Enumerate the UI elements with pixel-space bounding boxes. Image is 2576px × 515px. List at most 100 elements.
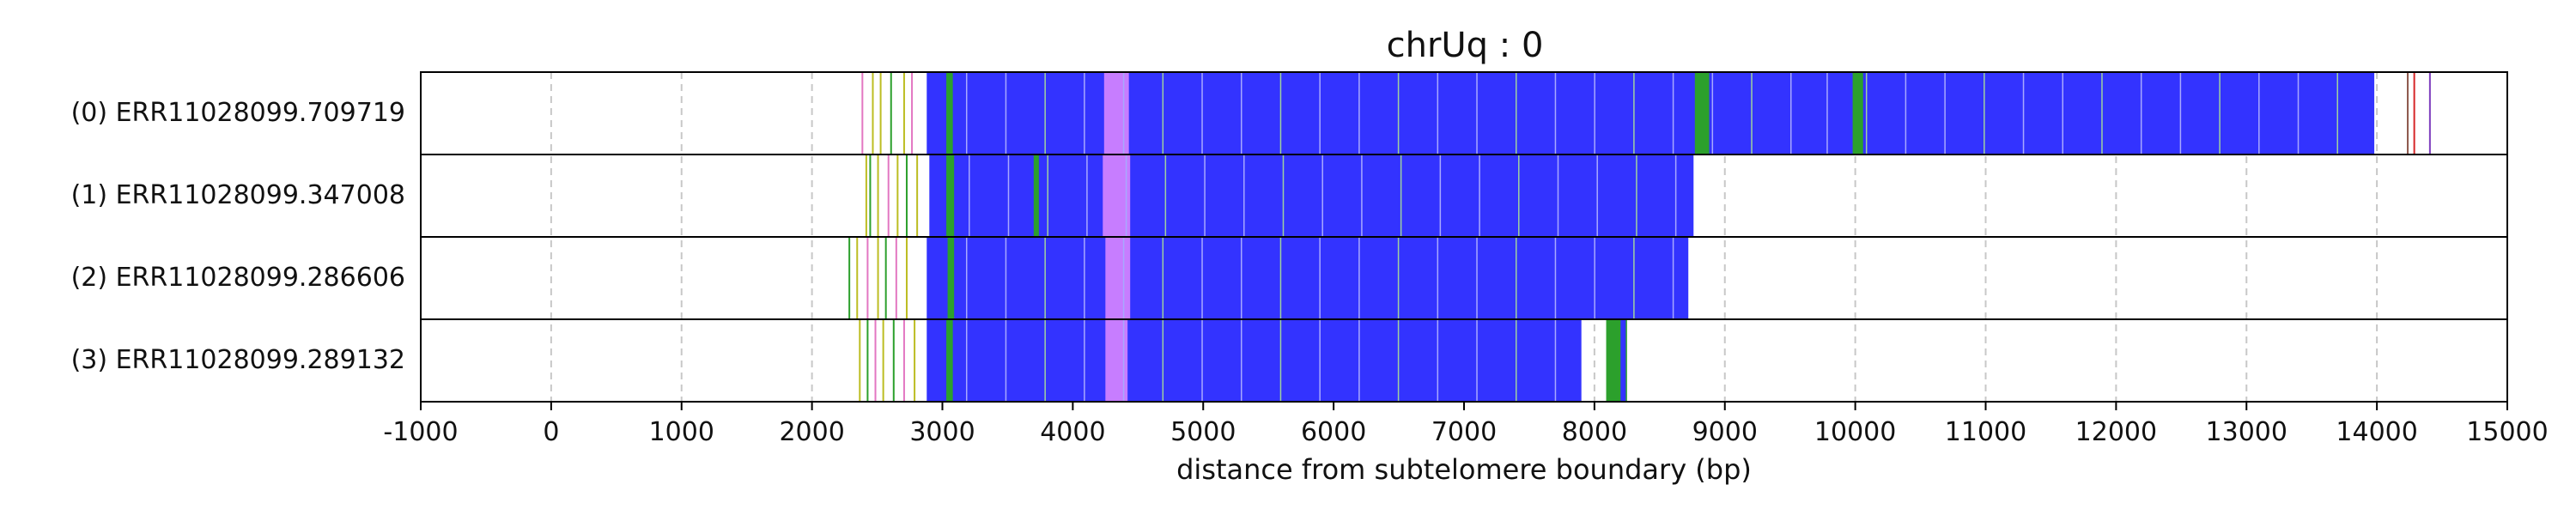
read-stripe [2297, 72, 2300, 154]
read-mark [877, 154, 879, 237]
read-stripe [1162, 237, 1164, 319]
read-stripe [1397, 319, 1400, 402]
x-tick-label: 13000 [2205, 417, 2287, 447]
y-tick-label: (3) ERR11028099.289132 [70, 345, 405, 375]
read-segment [1105, 237, 1131, 319]
read-mark [882, 319, 884, 402]
x-tick-label: 7000 [1431, 417, 1498, 447]
read-stripe [1162, 319, 1164, 402]
read-segment [1033, 154, 1039, 237]
read-stripe [1789, 72, 1792, 154]
x-tick-label: 4000 [1040, 417, 1106, 447]
read-stripe [1084, 319, 1085, 402]
read-stripe [2336, 72, 2338, 154]
read-mark [2413, 72, 2415, 154]
read-mark [896, 154, 899, 237]
read-stripe [1594, 72, 1595, 154]
read-stripe [1164, 154, 1167, 237]
read-stripe [1201, 237, 1203, 319]
read-stripe [1005, 237, 1007, 319]
read-segment [1852, 72, 1863, 154]
read-stripe [1319, 237, 1321, 319]
read-stripe [1596, 154, 1598, 237]
read-mark [916, 154, 919, 237]
read-segment [946, 72, 953, 154]
read-stripe [1240, 72, 1242, 154]
read-mark [895, 237, 897, 319]
read-segment [946, 154, 955, 237]
read-stripe [1984, 72, 1985, 154]
read-segment [927, 237, 1689, 319]
read-segment [1620, 319, 1626, 402]
read-mark [859, 319, 861, 402]
read-mark [905, 154, 908, 237]
read-segment [927, 319, 1582, 402]
x-tick-label: 9000 [1692, 417, 1758, 447]
read-stripe [1865, 72, 1868, 154]
read-stripe [1279, 319, 1282, 402]
read-stripe [1636, 154, 1637, 237]
read-stripe [969, 154, 970, 237]
read-stripe [1826, 72, 1828, 154]
x-tick-label: 8000 [1561, 417, 1628, 447]
read-stripe [1944, 72, 1946, 154]
read-stripe [2062, 72, 2063, 154]
read-stripe [1319, 319, 1321, 402]
read-stripe [1240, 319, 1242, 402]
read-stripe [1007, 154, 1010, 237]
read-stripe [1005, 319, 1007, 402]
x-tick-label: -1000 [383, 417, 459, 447]
read-stripe [1476, 319, 1478, 402]
read-stripe [1554, 237, 1557, 319]
read-stripe [1044, 237, 1046, 319]
read-stripe [1201, 319, 1203, 402]
read-mark [861, 72, 864, 154]
read-segment [946, 319, 953, 402]
x-tick-label: 11000 [1944, 417, 2027, 447]
read-stripe [1201, 72, 1203, 154]
read-stripe [1240, 237, 1242, 319]
read-mark [848, 237, 851, 319]
read-mark [902, 319, 905, 402]
read-stripe [1397, 237, 1400, 319]
x-tick-label: 1000 [648, 417, 714, 447]
read-stripe [1437, 72, 1439, 154]
read-stripe [2258, 72, 2260, 154]
read-stripe [2101, 72, 2103, 154]
read-stripe [2179, 72, 2182, 154]
x-tick-label: 0 [543, 417, 560, 447]
y-tick-label: (2) ERR11028099.286606 [70, 263, 405, 293]
read-mark [866, 319, 869, 402]
read-stripe [1515, 72, 1517, 154]
read-stripe [1554, 72, 1557, 154]
read-stripe [1439, 154, 1442, 237]
read-mark [887, 154, 890, 237]
read-stripe [1515, 319, 1517, 402]
read-stripe [1084, 72, 1085, 154]
read-stripe [1361, 154, 1363, 237]
read-stripe [1400, 154, 1402, 237]
x-tick-label: 2000 [779, 417, 845, 447]
read-segment [1103, 72, 1129, 154]
read-mark [890, 72, 892, 154]
read-stripe [965, 319, 968, 402]
read-stripe [1044, 319, 1046, 402]
read-mark [869, 154, 872, 237]
read-segment [1694, 72, 1710, 154]
read-mark [892, 319, 895, 402]
y-tick-label: (1) ERR11028099.347008 [70, 180, 405, 210]
read-stripe [1122, 237, 1125, 319]
read-stripe [1279, 72, 1282, 154]
read-stripe [1437, 319, 1439, 402]
read-stripe [1594, 237, 1595, 319]
read-mark [884, 237, 887, 319]
read-stripe [1084, 237, 1085, 319]
read-mark [877, 237, 879, 319]
x-tick-label: 14000 [2336, 417, 2418, 447]
read-stripe [1044, 72, 1046, 154]
read-stripe [1162, 72, 1164, 154]
read-stripe [1122, 72, 1125, 154]
read-stripe [1479, 154, 1480, 237]
read-stripe [1125, 154, 1127, 237]
